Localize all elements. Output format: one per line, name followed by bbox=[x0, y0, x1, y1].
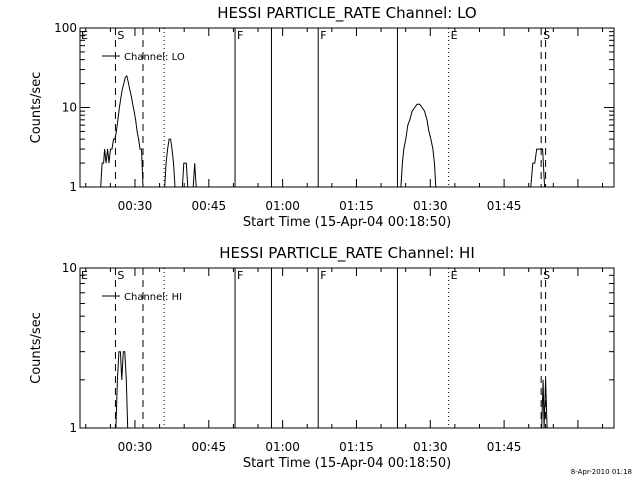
x-tick-label: 00:30 bbox=[118, 199, 153, 213]
event-marker-flag: E bbox=[451, 29, 458, 42]
chart-panel-1: HESSI PARTICLE_RATE Channel: HI 00:30 00:4… bbox=[29, 244, 615, 471]
event-marker-flag: F bbox=[237, 29, 243, 42]
plot-frame bbox=[79, 267, 615, 429]
x-tick-label: 01:15 bbox=[339, 440, 374, 454]
x-tick-label: 01:30 bbox=[413, 199, 448, 213]
legend-label: Channel: LO bbox=[124, 52, 185, 63]
event-marker-flag: E bbox=[451, 269, 458, 282]
series-line-segment bbox=[164, 138, 176, 188]
event-marker-flag: S bbox=[543, 29, 550, 42]
event-marker-flag: S bbox=[117, 269, 124, 282]
x-tick-label: 01:00 bbox=[265, 440, 300, 454]
y-tick-label: 1 bbox=[69, 180, 77, 194]
series-line-segment bbox=[192, 163, 197, 188]
x-tick-label: 01:00 bbox=[265, 199, 300, 213]
series-line-segment bbox=[541, 379, 548, 429]
series-line-segment bbox=[181, 162, 189, 188]
y-axis-label: Counts/sec bbox=[29, 312, 44, 384]
x-tick-label: 00:30 bbox=[118, 440, 153, 454]
series-line-segment bbox=[100, 74, 144, 188]
event-marker-flag: F bbox=[237, 269, 243, 282]
y-tick-label: 100 bbox=[54, 21, 77, 35]
chart-panel-0: HESSI PARTICLE_RATE Channel: LO 00:30 00:4… bbox=[29, 4, 615, 230]
event-marker-flag-left: E bbox=[81, 29, 88, 42]
series-line-segment bbox=[115, 351, 129, 429]
x-axis-label: Start Time (15-Apr-04 00:18:50) bbox=[243, 456, 451, 471]
chart-title: HESSI PARTICLE_RATE Channel: LO bbox=[217, 4, 476, 23]
x-axis-label: Start Time (15-Apr-04 00:18:50) bbox=[243, 215, 451, 230]
event-marker-flag: F bbox=[320, 29, 326, 42]
footer-timestamp: 8-Apr-2010 01:18 bbox=[571, 468, 632, 476]
legend-label: Channel: HI bbox=[124, 292, 182, 303]
x-tick-label: 01:45 bbox=[487, 199, 522, 213]
event-marker-flag-left: E bbox=[81, 269, 88, 282]
x-tick-label: 01:30 bbox=[413, 440, 448, 454]
x-tick-label: 00:45 bbox=[192, 440, 227, 454]
event-marker-flag: F bbox=[320, 269, 326, 282]
series-line-segment bbox=[530, 148, 546, 188]
y-tick-label: 10 bbox=[62, 101, 77, 115]
y-tick-label: 1 bbox=[69, 421, 77, 435]
series-line-segment bbox=[400, 103, 437, 188]
event-marker-flag: S bbox=[117, 29, 124, 42]
x-tick-label: 00:45 bbox=[192, 199, 227, 213]
x-tick-label: 01:45 bbox=[487, 440, 522, 454]
y-axis-label: Counts/sec bbox=[29, 72, 44, 144]
chart-title: HESSI PARTICLE_RATE Channel: HI bbox=[219, 244, 475, 263]
event-marker-flag: S bbox=[543, 269, 550, 282]
y-tick-label: 10 bbox=[62, 261, 77, 275]
x-tick-label: 01:15 bbox=[339, 199, 374, 213]
